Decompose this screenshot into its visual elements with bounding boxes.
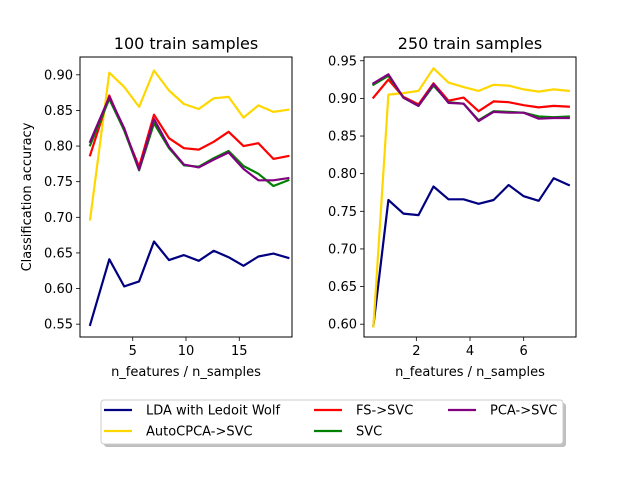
y-tick-label: 0.65 [44,246,73,261]
legend-label-svc: SVC [356,425,382,440]
y-tick-label: 0.75 [328,205,357,220]
y-tick-label: 0.70 [328,242,357,257]
x-tick-label: 4 [466,344,474,359]
y-tick-label: 0.80 [328,167,357,182]
ticks: 5 10 15 0.55 0.60 0.65 0.70 0.75 0.80 0.85 0.90 [44,68,247,359]
series-line-pca-svc [88,95,290,182]
y-tick-label: 0.90 [328,92,357,107]
series-lines [371,67,571,328]
y-tick-label: 0.80 [44,140,73,155]
x-axis-label: n_features / n_samples [395,365,545,380]
x-tick-label: 15 [231,344,248,359]
y-tick-label: 0.95 [328,54,357,69]
y-tick-label: 0.55 [44,318,73,333]
legend-label-fs-svc: FS->SVC [356,404,413,419]
x-tick-label: 6 [520,344,528,359]
y-tick-label: 0.65 [328,280,357,295]
x-tick-label: 5 [129,344,137,359]
y-tick-label: 0.75 [44,175,73,190]
legend-label-autocpca-svc: AutoCPCA->SVC [146,425,253,440]
series-line-lda-with-ledoit-wolf [372,177,571,327]
x-tick-label: 10 [178,344,195,359]
legend-box [100,399,564,445]
legend-entries: LDA with Ledoit Wolf AutoCPCA->SVC FS->SVC… [104,404,557,440]
y-tick-label: 0.85 [44,104,73,119]
y-axis-label: Classification accuracy [20,122,35,271]
y-tick-label: 0.70 [44,211,73,226]
legend: LDA with Ledoit Wolf AutoCPCA->SVC FS->SVC… [100,399,566,447]
subplot-100-train-samples: 100 train samples 5 10 15 0.55 0.60 0.65 0.70 0… [20,34,293,380]
subplot-title: 100 train samples [114,34,258,53]
axes-frame [79,56,293,338]
series-line-autocpca-svc [372,67,571,328]
legend-label-pca-svc: PCA->SVC [490,404,557,419]
series-lines [88,69,290,327]
y-tick-label: 0.60 [44,282,73,297]
subplot-title: 250 train samples [398,34,542,53]
y-tick-label: 0.90 [44,68,73,83]
y-tick-label: 0.60 [328,318,357,333]
x-tick-label: 2 [412,344,420,359]
series-line-autocpca-svc [88,69,290,221]
y-tick-label: 0.85 [328,130,357,145]
series-line-lda-with-ledoit-wolf [88,240,290,327]
x-axis-label: n_features / n_samples [111,365,261,380]
ticks: 2 4 6 0.60 0.65 0.70 0.75 0.80 0.85 0.90 0.95 [328,54,528,359]
subplot-250-train-samples: 250 train samples 2 4 6 0.60 0.65 0.70 0.75 0.8… [328,34,577,380]
series-line-pca-svc [371,73,570,123]
legend-label-lda-with-ledoit-wolf: LDA with Ledoit Wolf [146,404,280,419]
axes-frame [363,56,577,338]
